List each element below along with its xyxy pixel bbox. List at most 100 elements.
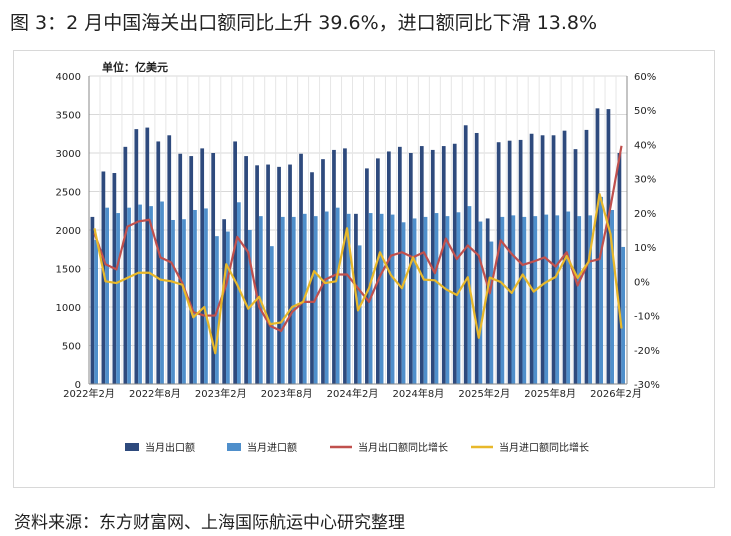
y-left-tick-label: 1500 [56,265,81,276]
export-bar [606,109,611,385]
export-bar [529,133,534,384]
import-bar [149,206,153,384]
legend-swatch [227,443,241,451]
import-bar [291,216,296,384]
export-bar [463,125,468,384]
export-yoy-line [93,145,623,333]
import-bar [138,204,142,384]
x-tick-label: 2022年8月 [129,387,181,400]
import-bar [412,218,417,384]
x-tick-label: 2026年2月 [590,387,642,400]
export-bar [573,149,578,384]
export-bar [386,151,391,384]
export-bar [332,149,336,384]
import-yoy-line [93,192,623,355]
y-right-tick-label: 0% [634,277,650,288]
y-right-tick-label: -30% [634,380,660,391]
export-bar [365,168,369,384]
export-bar [277,166,281,384]
export-bar [617,153,622,384]
x-tick-label: 2024年2月 [327,387,379,400]
import-bar [467,206,472,384]
export-bar [551,135,556,384]
y-right-tick-label: 20% [634,209,656,220]
export-bar [101,171,106,384]
import-bar [171,219,175,384]
export-bar [299,153,303,384]
import-bar [379,213,384,384]
export-bar [485,218,490,384]
export-bar [540,135,545,384]
y-right-tick-label: -20% [634,346,660,357]
export-bar [200,148,205,384]
import-bar [357,245,362,384]
x-tick-label: 2023年8月 [261,387,313,400]
import-bar [511,215,516,384]
import-bar [182,219,186,384]
import-bar [423,216,428,384]
import-bar [324,211,329,384]
export-bar [595,108,600,384]
export-bar [507,140,512,384]
legend-label: 当月出口额 [145,441,195,454]
y-right-tick-label: -10% [634,312,660,323]
figure-title: 图 3：2 月中国海关出口额同比上升 39.6%，进口额同比下滑 13.8% [10,12,598,34]
axes: 0 500 1000 1500 2000 2500 3000 3500 4000 -30% -20%… [56,72,660,400]
y-right-tick-label: 40% [634,140,656,151]
y-left-tick-label: 2000 [56,226,81,237]
export-bar [244,156,248,384]
import-bar [335,207,340,384]
import-bar [127,207,131,384]
import-bar [94,240,98,384]
import-bar [204,208,208,384]
y-right-tick-label: 60% [634,72,656,83]
export-bar [452,143,457,384]
figure-source: 资料来源：东方财富网、上海国际航运中心研究整理 [14,513,405,533]
y-left-tick-label: 3500 [56,111,81,122]
chart-canvas: 0 500 1000 1500 2000 2500 3000 3500 4000 -30% -20%… [56,60,660,454]
x-tick-label: 2025年2月 [458,387,510,400]
export-bar [90,216,95,384]
y-left-tick-label: 2500 [56,188,81,199]
import-bar [456,212,461,384]
import-bar [577,216,582,384]
import-bar [533,216,538,384]
export-bar [112,173,117,384]
import-bar [489,241,494,384]
bars [90,108,626,385]
y-right-tick-label: 10% [634,243,656,254]
import-bar [105,207,109,384]
import-bar [445,216,450,384]
import-bar [237,202,241,384]
export-bar [255,165,259,384]
import-bar [610,209,615,384]
import-bar [280,216,285,384]
export-bar [167,135,172,384]
export-bar [156,141,161,384]
import-bar [478,221,483,384]
export-bar [288,164,292,384]
legend-label: 当月出口额同比增长 [358,441,448,454]
export-bar [222,219,227,384]
export-bar [441,146,446,384]
export-bar [419,146,424,384]
import-bar [160,201,164,384]
import-bar [544,214,549,384]
export-bar [123,146,128,384]
x-tick-label: 2022年2月 [63,387,115,400]
legend: 当月出口额 当月进口额 当月出口额同比增长 当月进口额同比增长 [125,441,589,454]
y-left-tick-label: 0 [75,380,81,391]
export-bar [562,130,567,384]
export-bar [408,153,413,384]
import-bar [434,213,439,384]
y-left-tick-label: 3000 [56,149,81,160]
export-bar [397,146,402,384]
y-left-tick-label: 4000 [56,72,81,83]
x-tick-label: 2023年2月 [195,387,247,400]
export-bar [145,127,150,384]
export-bar [189,156,194,384]
export-bar [376,158,380,384]
import-bar [346,213,351,384]
legend-swatch [125,443,139,451]
legend-label: 当月进口额 [247,441,297,454]
